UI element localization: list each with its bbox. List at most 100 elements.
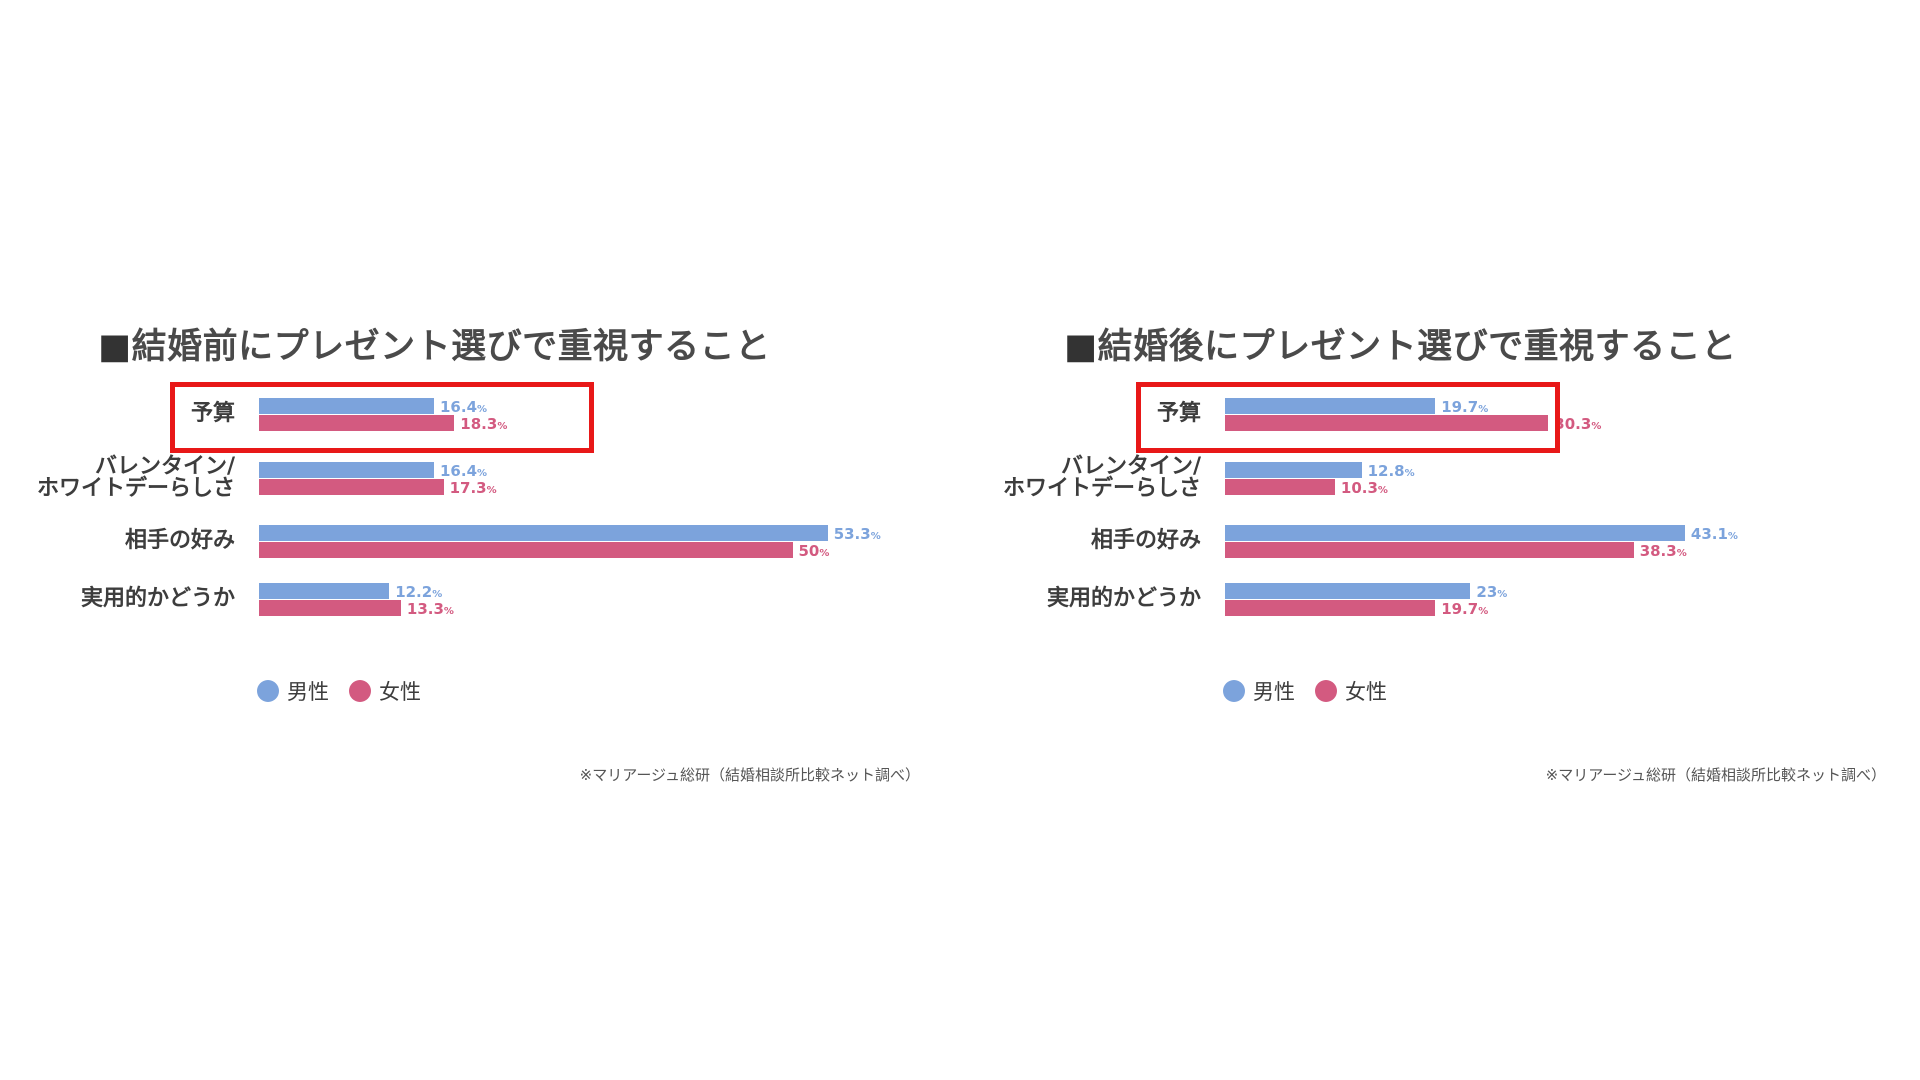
legend-female-label: 女性: [1345, 680, 1387, 704]
value-label-male: 43.1%: [1691, 526, 1738, 545]
chart-panel-1: ■結婚前にプレゼント選びで重視すること 予算 16.4% 18.3% バレンタイン/ホワ…: [0, 0, 954, 1080]
category-label-line: ホワイトデーらしさ: [1002, 476, 1201, 501]
bar-female: [259, 479, 444, 495]
category-label-line: 予算: [1156, 401, 1201, 426]
bar-female: [259, 600, 401, 616]
value-label-female: 18.3%: [460, 416, 507, 435]
value-number: 53.3: [833, 525, 871, 543]
value-unit: %: [477, 468, 488, 479]
category-label: 相手の好み: [1091, 530, 1201, 552]
bar-female: [1225, 415, 1549, 431]
value-number: 12.2: [395, 583, 433, 601]
legend-female-label: 女性: [379, 680, 421, 704]
category-label-line: 実用的かどうか: [80, 586, 235, 611]
value-unit: %: [477, 404, 488, 415]
value-unit: %: [1377, 485, 1388, 496]
value-label-female: 17.3%: [450, 480, 497, 499]
value-unit: %: [1478, 404, 1489, 415]
bar-female: [1225, 479, 1335, 495]
value-unit: %: [443, 606, 454, 617]
chart-title: ■結婚後にプレゼント選びで重視すること: [1064, 318, 1737, 369]
bar-male: [259, 525, 828, 541]
bar-female: [259, 542, 793, 558]
title-square-icon: ■: [1064, 327, 1098, 367]
bar-male: [1225, 462, 1362, 478]
highlight-box: [170, 382, 594, 453]
value-number: 43.1: [1690, 525, 1728, 543]
value-label-male: 16.4%: [440, 463, 487, 482]
value-number: 30.3: [1554, 415, 1592, 433]
category-label: 相手の好み: [125, 530, 235, 552]
legend-female-dot-icon: [1315, 680, 1337, 702]
value-label-female: 38.3%: [1640, 543, 1687, 562]
value-unit: %: [1676, 548, 1687, 559]
legend-male-label: 男性: [287, 680, 329, 704]
legend-male: 男性: [1223, 676, 1295, 706]
source-note: ※マリアージュ総研（結婚相談所比較ネット調べ）: [1545, 766, 1886, 784]
chart-legend: 男性 女性: [257, 676, 441, 706]
value-unit: %: [819, 548, 830, 559]
value-number: 50: [798, 542, 820, 560]
chart-title-text: 結婚後にプレゼント選びで重視すること: [1097, 327, 1737, 367]
value-unit: %: [1497, 589, 1508, 600]
category-label-line: 相手の好み: [124, 528, 235, 553]
chart-panel-2: ■結婚後にプレゼント選びで重視すること 予算 19.7% 30.3% バレンタイン/ホワ…: [966, 0, 1920, 1080]
value-number: 16.4: [440, 398, 478, 416]
category-label: 実用的かどうか: [1047, 588, 1201, 610]
bar-male: [1225, 583, 1471, 599]
legend-male-label: 男性: [1253, 680, 1295, 704]
category-label: バレンタイン/ホワイトデーらしさ: [1003, 456, 1201, 500]
value-unit: %: [497, 421, 508, 432]
value-label-male: 53.3%: [834, 526, 881, 545]
value-number: 23: [1476, 583, 1498, 601]
value-number: 38.3: [1639, 542, 1677, 560]
title-square-icon: ■: [98, 327, 132, 367]
value-number: 18.3: [460, 415, 498, 433]
bar-male: [259, 398, 434, 414]
bar-female: [1225, 600, 1436, 616]
category-label: 予算: [191, 403, 235, 425]
value-number: 12.8: [1367, 462, 1405, 480]
value-unit: %: [1727, 531, 1738, 542]
legend-female-dot-icon: [349, 680, 371, 702]
category-label-line: バレンタイン/: [1060, 454, 1201, 479]
value-label-female: 30.3%: [1554, 416, 1601, 435]
bar-male: [1225, 525, 1685, 541]
value-number: 13.3: [406, 600, 444, 618]
value-unit: %: [486, 485, 497, 496]
source-note: ※マリアージュ総研（結婚相談所比較ネット調べ）: [579, 766, 920, 784]
bar-male: [259, 462, 434, 478]
value-label-female: 13.3%: [407, 601, 454, 620]
category-label-line: 相手の好み: [1090, 528, 1201, 553]
legend-male: 男性: [257, 676, 329, 706]
category-label: 予算: [1157, 403, 1201, 425]
category-label-line: ホワイトデーらしさ: [36, 476, 235, 501]
chart-title-text: 結婚前にプレゼント選びで重視すること: [131, 327, 771, 367]
category-label: 実用的かどうか: [81, 588, 235, 610]
category-label: バレンタイン/ホワイトデーらしさ: [37, 456, 235, 500]
value-number: 16.4: [440, 462, 478, 480]
value-number: 10.3: [1340, 479, 1378, 497]
bar-male: [1225, 398, 1436, 414]
value-number: 17.3: [449, 479, 487, 497]
value-label-female: 10.3%: [1341, 480, 1388, 499]
value-unit: %: [1591, 421, 1602, 432]
value-number: 19.7: [1441, 398, 1479, 416]
value-label-male: 12.8%: [1368, 463, 1415, 482]
value-number: 19.7: [1441, 600, 1479, 618]
bar-male: [259, 583, 390, 599]
value-label-female: 19.7%: [1441, 601, 1488, 620]
legend-female: 女性: [1315, 676, 1387, 706]
legend-male-dot-icon: [1223, 680, 1245, 702]
value-unit: %: [870, 531, 881, 542]
legend-female: 女性: [349, 676, 421, 706]
value-unit: %: [1478, 606, 1489, 617]
bar-female: [1225, 542, 1634, 558]
value-label-male: 16.4%: [440, 399, 487, 418]
legend-male-dot-icon: [257, 680, 279, 702]
value-unit: %: [1404, 468, 1415, 479]
chart-legend: 男性 女性: [1223, 676, 1407, 706]
value-label-female: 50%: [799, 543, 830, 562]
value-label-male: 19.7%: [1441, 399, 1488, 418]
